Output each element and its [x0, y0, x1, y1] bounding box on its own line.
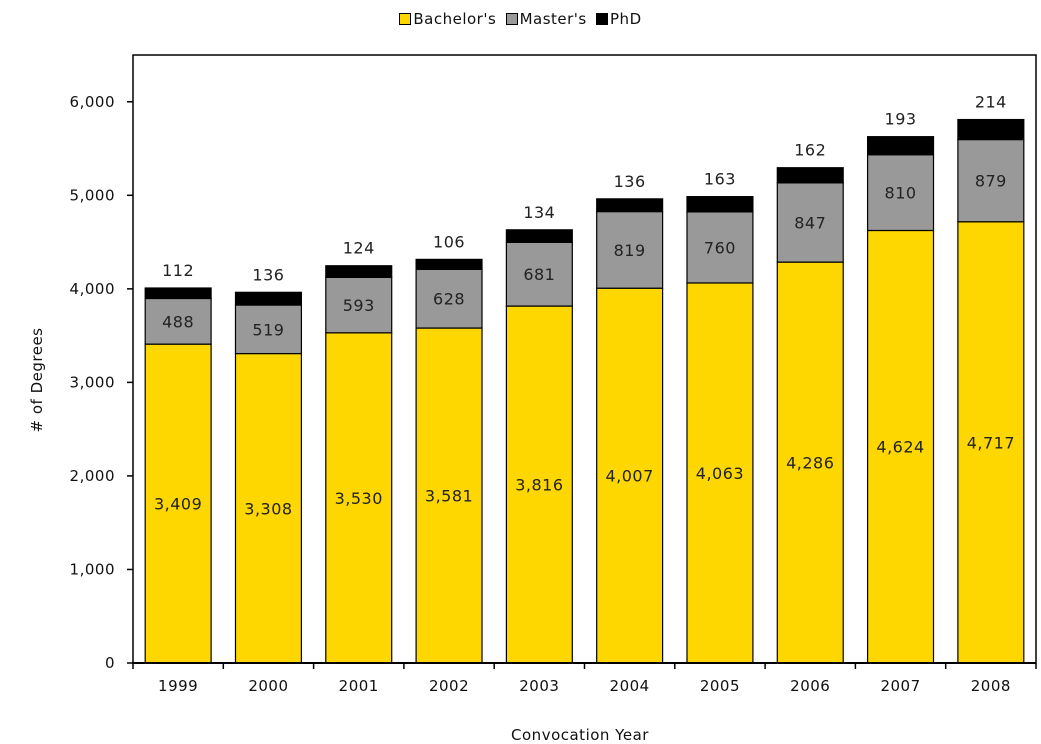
bar-segment-phd — [686, 196, 754, 213]
data-label: 3,581 — [425, 487, 473, 506]
data-label: 136 — [614, 172, 646, 191]
data-label: 124 — [343, 239, 375, 258]
bar-segment-bachelors — [234, 352, 303, 664]
y-tick-label: 2,000 — [70, 467, 115, 485]
data-label: 134 — [523, 203, 555, 222]
data-label: 112 — [162, 261, 194, 280]
data-label: 847 — [794, 213, 826, 232]
y-tick-label: 1,000 — [70, 560, 115, 578]
x-tick-label: 2003 — [519, 677, 559, 695]
data-label: 4,286 — [786, 454, 834, 473]
x-tick-label: 2008 — [971, 677, 1011, 695]
y-tick-label: 5,000 — [70, 186, 115, 204]
data-label: 760 — [704, 238, 736, 257]
bar-segment-masters — [234, 304, 303, 355]
legend: Bachelor's Master's PhD — [0, 10, 1041, 29]
data-label: 488 — [162, 312, 194, 331]
x-tick-label: 2001 — [339, 677, 379, 695]
legend-item-masters: Master's — [505, 10, 587, 28]
bar-segment-bachelors — [686, 282, 754, 664]
data-label: 810 — [885, 184, 917, 203]
data-label: 214 — [975, 93, 1007, 112]
bar-segment-phd — [957, 118, 1025, 141]
data-label: 3,308 — [244, 499, 292, 518]
bar-segment-phd — [144, 287, 212, 300]
data-label: 628 — [433, 290, 465, 309]
bar-segment-bachelors — [415, 327, 483, 664]
bar-segment-masters — [505, 241, 573, 307]
data-label: 3,409 — [154, 495, 202, 514]
data-label: 3,816 — [515, 476, 563, 495]
y-tick-label: 3,000 — [70, 373, 115, 391]
data-label: 136 — [252, 265, 284, 284]
data-label: 879 — [975, 172, 1007, 191]
data-label: 519 — [252, 320, 284, 339]
legend-swatch-phd — [596, 13, 609, 25]
data-label: 162 — [794, 141, 826, 160]
x-axis-title: Convocation Year — [511, 726, 649, 744]
x-tick-label: 2002 — [429, 677, 469, 695]
bar-segment-bachelors — [144, 343, 212, 664]
data-label: 681 — [523, 265, 555, 284]
x-tick-label: 2005 — [700, 677, 740, 695]
data-label: 4,717 — [967, 433, 1015, 452]
bar-segment-phd — [234, 291, 303, 306]
data-label: 106 — [433, 232, 465, 251]
legend-swatch-masters — [505, 13, 518, 25]
x-tick-label: 2007 — [880, 677, 920, 695]
data-label: 4,624 — [876, 438, 924, 457]
legend-swatch-bachelors — [399, 13, 412, 25]
x-tick-label: 2006 — [790, 677, 830, 695]
bar-segment-bachelors — [866, 229, 935, 664]
bar-segment-masters — [415, 268, 483, 329]
data-label: 4,007 — [605, 467, 653, 486]
bar-segment-phd — [776, 167, 844, 184]
y-tick-label: 6,000 — [70, 93, 115, 111]
y-tick-label: 4,000 — [70, 280, 115, 298]
bar-segment-phd — [596, 198, 664, 213]
x-tick-label: 1999 — [158, 677, 198, 695]
x-tick-label: 2004 — [610, 677, 650, 695]
legend-label-bachelors: Bachelor's — [413, 10, 497, 28]
legend-label-phd: PhD — [610, 10, 642, 28]
bar-segment-phd — [415, 258, 483, 270]
bar-segment-bachelors — [505, 305, 573, 664]
bar-segment-bachelors — [776, 261, 844, 664]
bar-segment-masters — [144, 297, 212, 345]
bar-segment-bachelors — [957, 221, 1025, 664]
y-axis-title: # of Degrees — [28, 328, 46, 433]
legend-label-masters: Master's — [519, 10, 587, 28]
bar-segment-masters — [325, 276, 393, 334]
bar-segment-phd — [866, 136, 935, 156]
data-label: 193 — [885, 110, 917, 129]
y-tick-label: 0 — [105, 654, 115, 672]
bar-segment-phd — [325, 265, 393, 278]
x-tick-label: 2000 — [248, 677, 288, 695]
data-label: 593 — [343, 296, 375, 315]
data-label: 163 — [704, 170, 736, 189]
data-label: 819 — [614, 241, 646, 260]
bar-segment-masters — [596, 210, 664, 289]
bar-segment-bachelors — [325, 332, 393, 664]
bar-segment-bachelors — [596, 287, 664, 664]
bar-segment-phd — [505, 229, 573, 243]
data-label: 4,063 — [696, 464, 744, 483]
legend-item-bachelors: Bachelor's — [399, 10, 496, 28]
legend-item-phd: PhD — [596, 10, 642, 28]
data-label: 3,530 — [335, 489, 383, 508]
